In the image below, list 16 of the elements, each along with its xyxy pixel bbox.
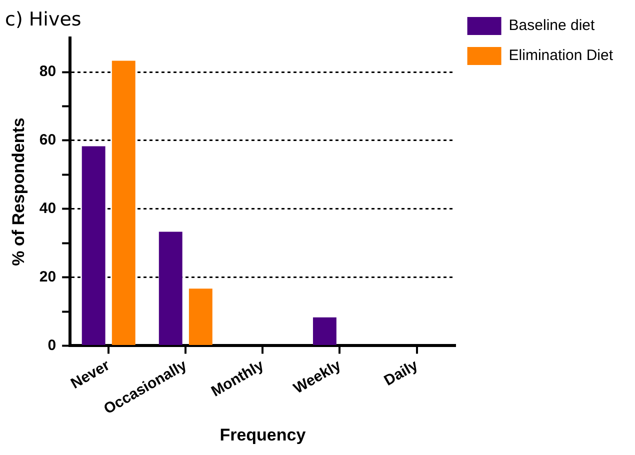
y-tick-label: 40 (39, 200, 56, 218)
chart-title: c) Hives (5, 8, 82, 30)
bar (112, 60, 136, 345)
x-axis-title: Frequency (220, 425, 306, 444)
bar (312, 317, 336, 345)
y-tick-label: 60 (39, 132, 56, 149)
bar (158, 232, 182, 345)
bar (82, 146, 106, 345)
legend-label: Elimination Diet (508, 47, 614, 64)
y-tick-label: 80 (39, 63, 56, 80)
y-tick-label: 20 (39, 268, 56, 286)
x-tick-label: Daily (381, 356, 422, 390)
legend-label: Baseline diet (508, 17, 596, 34)
y-axis-title: % of Respondents (8, 118, 28, 266)
y-tick-label: 0 (48, 336, 56, 354)
bar (188, 288, 212, 345)
